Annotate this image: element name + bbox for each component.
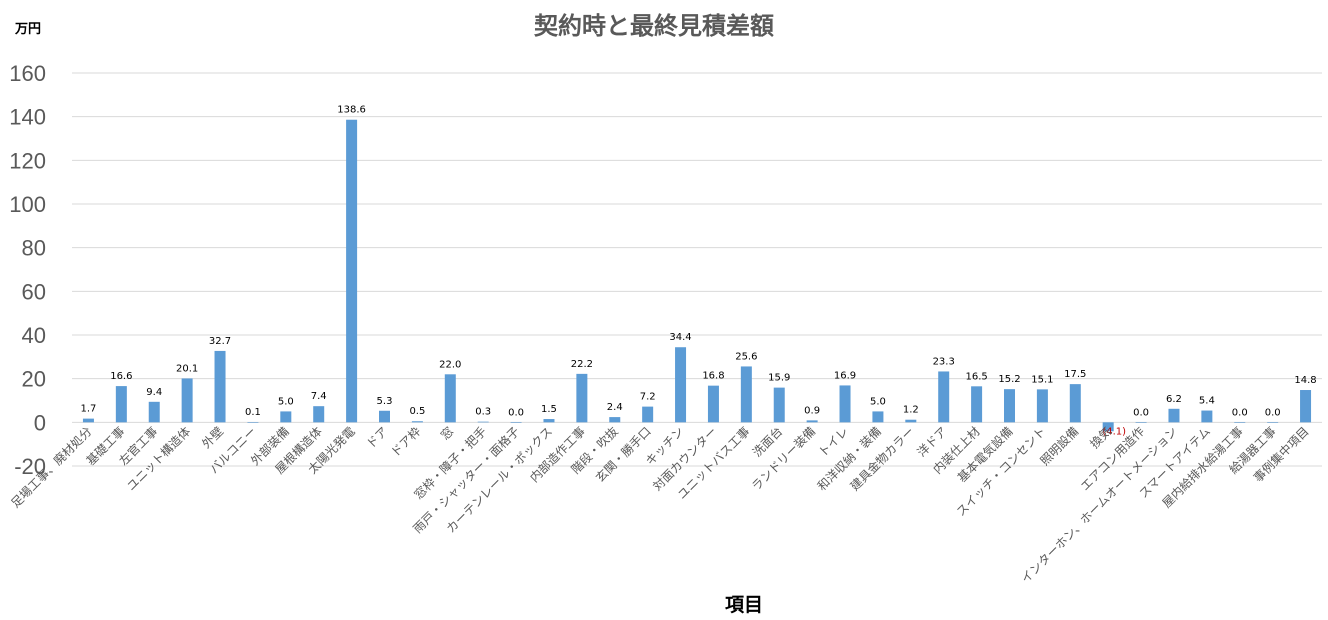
data-label: 14.8 (1294, 375, 1316, 386)
data-label: 15.1 (1031, 374, 1053, 385)
bar (840, 385, 851, 422)
data-label: 0.0 (1265, 407, 1281, 418)
y-tick-label: 120 (9, 148, 46, 173)
bar (1070, 384, 1081, 422)
data-label: 9.4 (146, 387, 162, 398)
bar (149, 402, 160, 423)
bar (938, 371, 949, 422)
bar (675, 347, 686, 422)
data-label: 17.5 (1064, 369, 1086, 380)
data-label: 16.9 (834, 370, 856, 381)
bar (741, 366, 752, 422)
x-tick-label: ドア (364, 424, 391, 451)
bar (1168, 409, 1179, 423)
y-unit-label: 万円 (14, 22, 41, 37)
bar (872, 411, 883, 422)
y-tick-label: 160 (9, 61, 46, 86)
data-label: 1.5 (541, 404, 557, 415)
data-label: 5.0 (870, 396, 886, 407)
data-label: 7.2 (640, 392, 656, 403)
bar (1037, 389, 1048, 422)
bar (83, 419, 94, 423)
y-tick-label: 60 (22, 279, 46, 304)
bar (511, 422, 522, 423)
bar (280, 411, 291, 422)
data-label: 16.5 (965, 371, 987, 382)
data-label: 16.6 (110, 371, 132, 382)
data-label: 1.2 (903, 405, 919, 416)
data-label: 7.4 (311, 391, 327, 402)
bar (971, 386, 982, 422)
bars (83, 120, 1311, 432)
data-label: 2.4 (607, 402, 623, 413)
data-label: 5.0 (278, 396, 294, 407)
bar (346, 120, 357, 423)
data-label: 1.7 (80, 404, 96, 415)
bar (313, 406, 324, 422)
data-label: 0.0 (1232, 407, 1248, 418)
bar (478, 422, 489, 423)
x-tick-label: ドア枠 (388, 424, 423, 459)
data-label: 34.4 (669, 332, 691, 343)
data-label: 0.0 (1133, 407, 1149, 418)
data-label: 22.0 (439, 359, 461, 370)
data-label: 0.9 (804, 405, 820, 416)
bar (445, 374, 456, 422)
data-label: 15.9 (768, 373, 790, 384)
bar (215, 351, 226, 422)
x-tick-label: 外壁 (199, 424, 227, 452)
y-tick-label: 100 (9, 192, 46, 217)
bar (708, 386, 719, 423)
bar (247, 422, 258, 423)
bar (576, 374, 587, 422)
x-axis-label: 項目 (725, 594, 763, 616)
bar (116, 386, 127, 422)
data-label: 0.3 (475, 407, 491, 418)
data-label: 5.4 (1199, 396, 1215, 407)
data-label: 138.6 (337, 105, 366, 116)
y-tick-label: 20 (22, 367, 46, 392)
bar (1267, 422, 1278, 423)
data-label: 0.0 (508, 407, 524, 418)
bar (412, 421, 423, 422)
data-label: 16.8 (702, 371, 724, 382)
data-label: 0.1 (245, 407, 261, 418)
bar (1004, 389, 1015, 422)
data-labels: 1.7 16.6 9.4 20.1 32.7 0.1 5.0 7.4 138.6 5.3 0.5 22… (80, 105, 1316, 438)
bar (379, 411, 390, 423)
bar (543, 419, 554, 422)
data-label: 0.5 (409, 406, 425, 417)
data-label: 25.6 (735, 351, 757, 362)
data-label: 20.1 (176, 363, 198, 374)
data-label: 6.2 (1166, 394, 1182, 405)
bar (1201, 411, 1212, 423)
bar (1234, 422, 1245, 423)
x-tick-label: 窓 (437, 424, 456, 443)
bar (774, 388, 785, 423)
y-tick-label: 140 (9, 105, 46, 130)
y-tick-label: 0 (34, 410, 46, 435)
data-label: 22.2 (571, 359, 593, 370)
chart-title: 契約時と最終見積差額 (534, 12, 774, 40)
bar (182, 378, 193, 422)
bar (609, 417, 620, 422)
data-label: 23.3 (933, 356, 955, 367)
y-tick-label: 40 (22, 323, 46, 348)
bar (905, 420, 916, 423)
bar (642, 407, 653, 423)
data-label: 32.7 (209, 336, 231, 347)
bar (1300, 390, 1311, 422)
bar (807, 420, 818, 422)
y-tick-label: 80 (22, 236, 46, 261)
data-label: 5.3 (377, 396, 393, 407)
bar (1136, 422, 1147, 423)
data-label: 15.2 (998, 374, 1020, 385)
